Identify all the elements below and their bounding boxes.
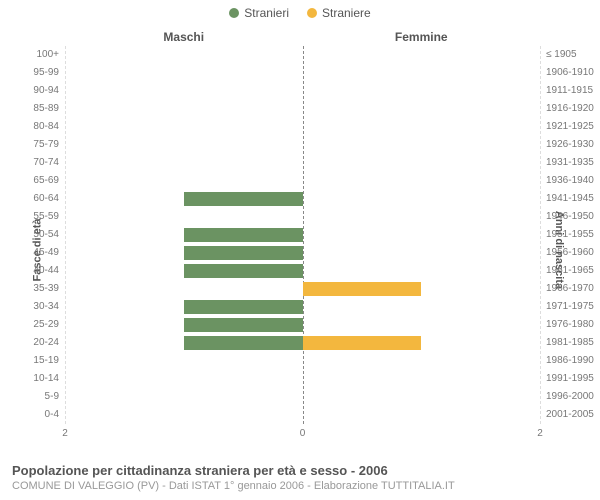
y-tick-left: 35-39	[33, 284, 65, 294]
y-tick-right: 1986-1990	[540, 356, 594, 366]
y-tick-right: 1996-2000	[540, 392, 594, 402]
y-tick-right: 2001-2005	[540, 410, 594, 420]
legend-swatch-female	[307, 8, 317, 18]
bar-row	[65, 388, 540, 406]
y-tick-right: 1926-1930	[540, 140, 594, 150]
y-tick-left: 40-44	[33, 266, 65, 276]
bar-row	[65, 208, 540, 226]
bar-row	[65, 64, 540, 82]
bar-male	[184, 264, 303, 278]
x-tick: 2	[62, 428, 68, 439]
chart-footer: Popolazione per cittadinanza straniera p…	[12, 463, 588, 492]
bar-male	[184, 300, 303, 314]
legend-label-female: Straniere	[322, 6, 371, 20]
bar-male	[184, 246, 303, 260]
bar-row	[65, 172, 540, 190]
y-tick-left: 50-54	[33, 230, 65, 240]
bar-female	[303, 336, 422, 350]
bar-male	[184, 228, 303, 242]
y-tick-left: 55-59	[33, 212, 65, 222]
y-tick-right: 1971-1975	[540, 302, 594, 312]
population-pyramid-chart: Stranieri Straniere Maschi Femmine Fasce…	[0, 0, 600, 500]
y-tick-left: 100+	[36, 50, 65, 60]
x-axis-ticks: 2 0 2	[65, 428, 540, 442]
y-tick-left: 75-79	[33, 140, 65, 150]
bar-row	[65, 244, 540, 262]
legend-label-male: Stranieri	[244, 6, 289, 20]
col-header-male: Maschi	[65, 30, 303, 44]
legend-swatch-male	[229, 8, 239, 18]
y-tick-left: 95-99	[33, 68, 65, 78]
footer-subtitle: COMUNE DI VALEGGIO (PV) - Dati ISTAT 1° …	[12, 480, 588, 492]
y-tick-left: 80-84	[33, 122, 65, 132]
y-tick-right: 1931-1935	[540, 158, 594, 168]
footer-title: Popolazione per cittadinanza straniera p…	[12, 463, 588, 478]
bar-row	[65, 100, 540, 118]
bar-male	[184, 336, 303, 350]
x-tick: 0	[300, 428, 306, 439]
bar-row	[65, 154, 540, 172]
y-tick-left: 25-29	[33, 320, 65, 330]
bar-row	[65, 334, 540, 352]
bar-female	[303, 282, 422, 296]
column-headers: Maschi Femmine	[65, 30, 540, 44]
bar-row	[65, 316, 540, 334]
bar-row	[65, 46, 540, 64]
bar-row	[65, 136, 540, 154]
y-tick-left: 45-49	[33, 248, 65, 258]
y-tick-left: 10-14	[33, 374, 65, 384]
y-tick-right: 1956-1960	[540, 248, 594, 258]
y-tick-left: 0-4	[45, 410, 65, 420]
y-tick-right: 1991-1995	[540, 374, 594, 384]
y-tick-left: 65-69	[33, 176, 65, 186]
y-tick-left: 60-64	[33, 194, 65, 204]
bar-row	[65, 82, 540, 100]
y-tick-right: 1941-1945	[540, 194, 594, 204]
bar-row	[65, 226, 540, 244]
y-tick-right: 1976-1980	[540, 320, 594, 330]
bar-row	[65, 280, 540, 298]
y-tick-left: 85-89	[33, 104, 65, 114]
bar-row	[65, 262, 540, 280]
legend-item-female: Straniere	[307, 6, 371, 20]
col-header-female: Femmine	[303, 30, 541, 44]
y-tick-right: 1961-1965	[540, 266, 594, 276]
y-tick-right: 1906-1910	[540, 68, 594, 78]
y-tick-left: 20-24	[33, 338, 65, 348]
y-tick-right: 1911-1915	[540, 86, 593, 96]
bar-male	[184, 192, 303, 206]
y-tick-left: 70-74	[33, 158, 65, 168]
y-tick-right: 1921-1925	[540, 122, 594, 132]
y-tick-left: 5-9	[45, 392, 65, 402]
y-tick-right: 1946-1950	[540, 212, 594, 222]
y-tick-left: 15-19	[33, 356, 65, 366]
bar-male	[184, 318, 303, 332]
bar-row	[65, 298, 540, 316]
y-tick-left: 30-34	[33, 302, 65, 312]
y-tick-left: 90-94	[33, 86, 65, 96]
legend-item-male: Stranieri	[229, 6, 289, 20]
bar-row	[65, 406, 540, 424]
y-tick-right: 1916-1920	[540, 104, 594, 114]
bar-row	[65, 352, 540, 370]
y-tick-right: ≤ 1905	[540, 50, 577, 60]
bar-row	[65, 370, 540, 388]
bar-row	[65, 118, 540, 136]
x-tick: 2	[537, 428, 543, 439]
y-tick-right: 1981-1985	[540, 338, 594, 348]
chart-legend: Stranieri Straniere	[0, 0, 600, 20]
y-tick-right: 1966-1970	[540, 284, 594, 294]
y-tick-right: 1936-1940	[540, 176, 594, 186]
plot-area: 100+≤ 190595-991906-191090-941911-191585…	[65, 46, 540, 424]
bar-row	[65, 190, 540, 208]
y-tick-right: 1951-1955	[540, 230, 594, 240]
